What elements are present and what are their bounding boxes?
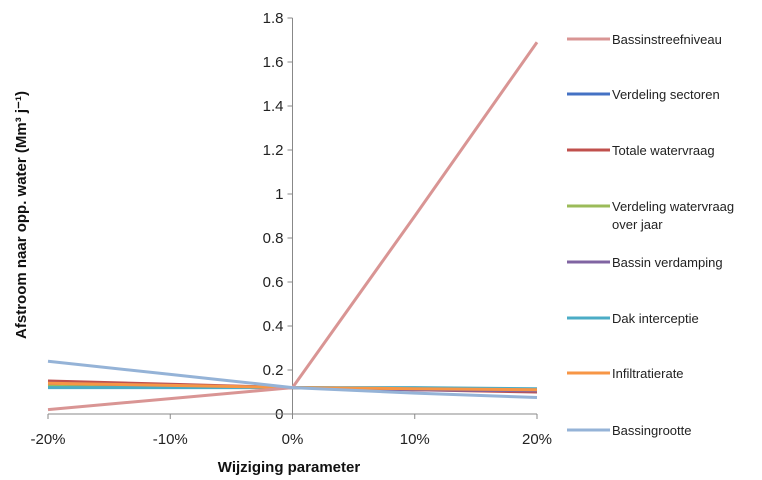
legend-label: Verdeling sectoren: [612, 87, 720, 102]
legend-label: Verdeling watervraag over jaar: [612, 199, 734, 232]
legend-label: Bassingrootte: [612, 423, 692, 438]
legend-label: Infiltratierate: [612, 366, 684, 381]
x-tick-label: 20%: [522, 431, 552, 448]
y-tick-label: 0.4: [263, 318, 284, 335]
legend: Bassinstreefniveau Verdeling sectoren Tota…: [567, 32, 734, 438]
legend-label: Totale watervraag: [612, 143, 715, 158]
y-tick-label: 1: [275, 186, 283, 203]
legend-label: Dak interceptie: [612, 311, 699, 326]
x-tick-label: -10%: [153, 431, 188, 448]
x-axis-ticks: -20% -10% 0% 10% 20%: [30, 414, 552, 448]
x-axis-title: Wijziging parameter: [218, 459, 361, 476]
y-tick-label: 0.6: [263, 274, 284, 291]
x-tick-label: 10%: [400, 431, 430, 448]
y-axis-ticks: 00.20.40.60.811.21.41.61.8: [263, 10, 293, 423]
y-tick-label: 0.2: [263, 362, 284, 379]
y-tick-label: 0.8: [263, 230, 284, 247]
legend-label: Bassin verdamping: [612, 255, 723, 270]
y-axis-title: Afstroom naar opp. water (Mm³ j⁻¹): [13, 91, 30, 339]
y-tick-label: 1.8: [263, 10, 284, 27]
y-tick-label: 1.2: [263, 142, 284, 159]
y-tick-label: 1.6: [263, 54, 284, 71]
y-tick-label: 1.4: [263, 98, 284, 115]
series-lines: [47, 41, 539, 412]
series-line: [47, 359, 538, 399]
x-tick-label: 0%: [282, 431, 304, 448]
x-tick-label: -20%: [30, 431, 65, 448]
legend-label: Bassinstreefniveau: [612, 32, 722, 47]
